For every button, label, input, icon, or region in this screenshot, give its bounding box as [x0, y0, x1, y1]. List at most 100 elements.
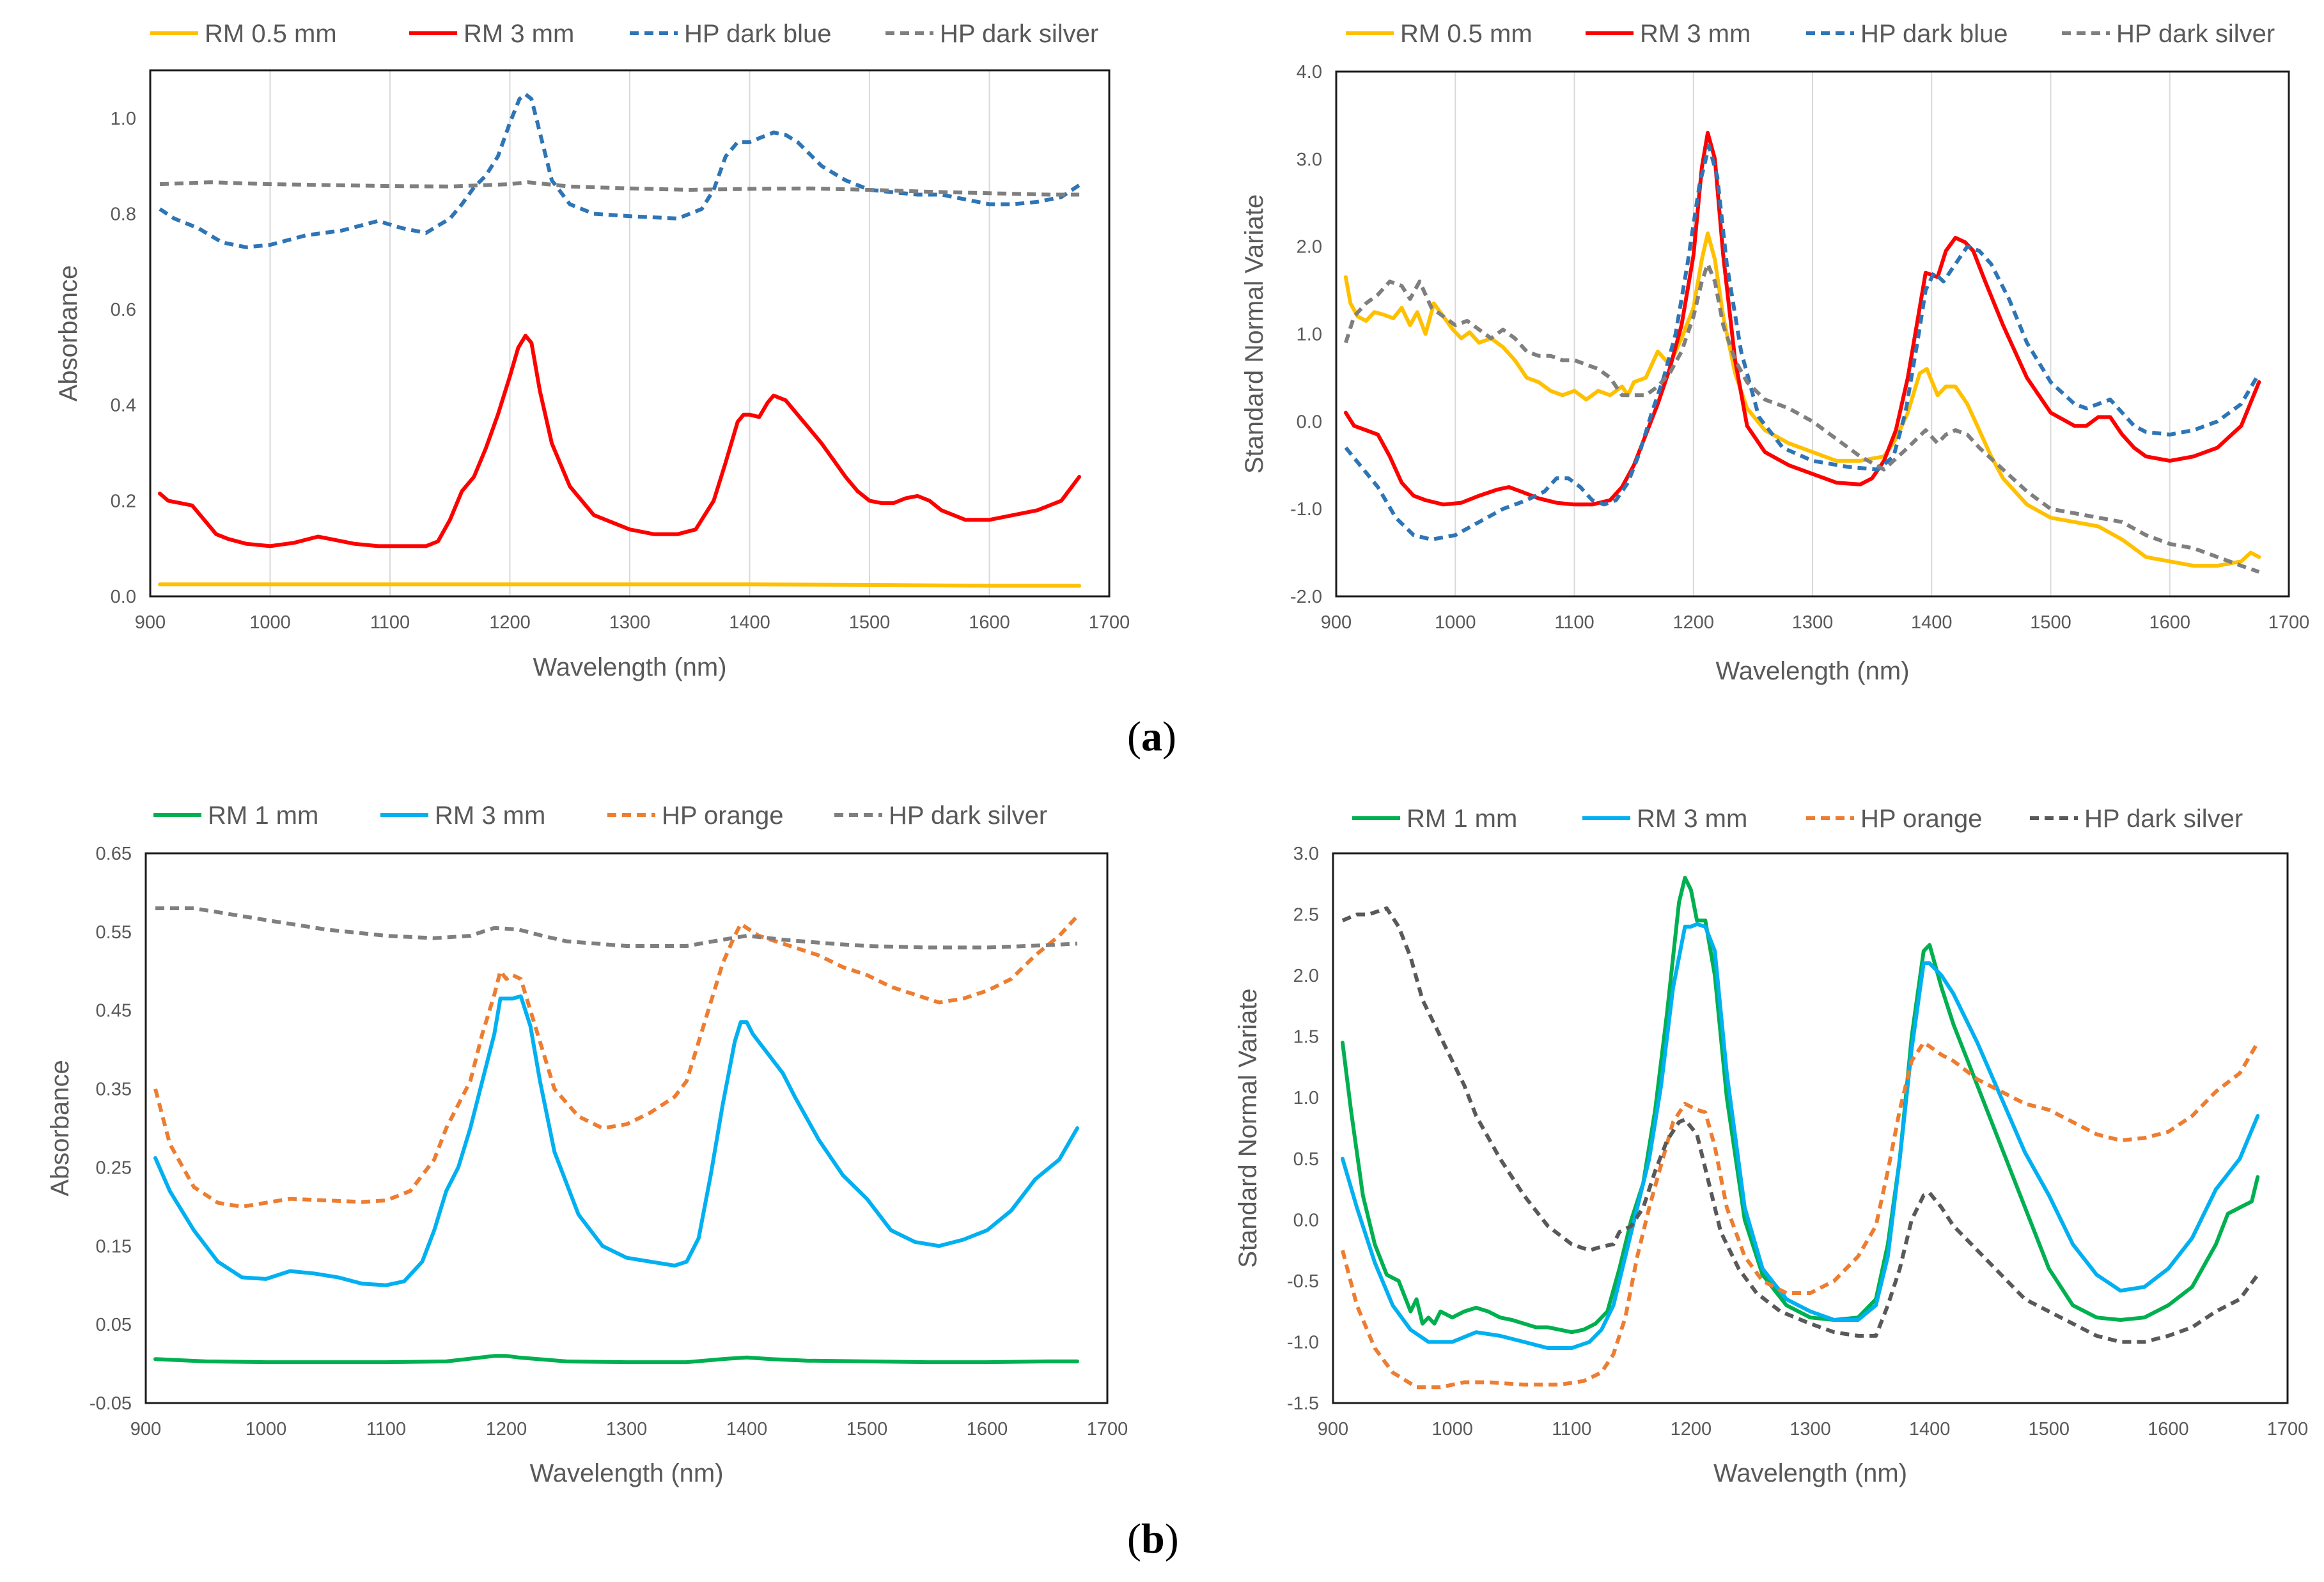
- series-line-1: [1340, 876, 2260, 1335]
- panel-label-a: (a): [1127, 713, 1176, 760]
- y-axis-title: Absorbance: [54, 265, 82, 401]
- y-tick-label: -2.0: [1290, 587, 1322, 607]
- y-tick-label: 0.65: [96, 844, 132, 864]
- x-tick-label: 1300: [609, 612, 651, 633]
- y-tick-label: 2.0: [1293, 966, 1319, 986]
- x-tick-label: 900: [1318, 1419, 1348, 1439]
- chart-panel-a-right: 900 1000 1100 1200 1300 1400 1500 1600 1700 -2.0 -…: [1240, 20, 2309, 685]
- y-tick-label: 0.8: [111, 204, 136, 224]
- series-line-2: [153, 994, 1079, 1287]
- x-tick-label: 1700: [1089, 612, 1130, 633]
- x-tick-label: 1300: [1792, 612, 1834, 633]
- legend-label: RM 0.5 mm: [1400, 20, 1532, 48]
- series-line-4: [155, 906, 1078, 950]
- x-tick-label: 1000: [249, 612, 291, 633]
- series-line-4: [1344, 262, 2260, 574]
- x-tick-label: 1700: [1087, 1419, 1128, 1439]
- y-tick-label: 0.5: [1293, 1149, 1319, 1170]
- x-tick-label: 1600: [2149, 612, 2190, 633]
- y-tick-label: 1.0: [1293, 1088, 1319, 1108]
- x-tick-label: 1200: [1671, 1419, 1712, 1439]
- x-tick-label: 1000: [1435, 612, 1476, 633]
- x-tick-label: 1700: [2267, 1419, 2309, 1439]
- y-axis-title: Absorbance: [46, 1060, 74, 1196]
- x-axis-title: Wavelength (nm): [1715, 657, 1909, 685]
- y-tick-label: -1.0: [1287, 1332, 1319, 1353]
- x-tick-label: 1200: [486, 1419, 527, 1439]
- y-tick-label: 0.0: [1293, 1210, 1319, 1230]
- x-axis-title: Wavelength (nm): [533, 653, 726, 681]
- x-tick-label: 1200: [489, 612, 531, 633]
- plot-frame: [149, 69, 1111, 598]
- x-tick-label: 1000: [246, 1419, 287, 1439]
- legend-label: RM 3 mm: [1640, 20, 1751, 48]
- legend-label: RM 1 mm: [208, 802, 318, 830]
- x-tick-label: 1600: [967, 1419, 1008, 1439]
- x-tick-label: 1100: [370, 612, 410, 633]
- y-tick-label: 2.0: [1297, 237, 1322, 258]
- legend-label: RM 3 mm: [435, 802, 545, 830]
- y-axis-title: Standard Normal Variate: [1234, 988, 1262, 1268]
- x-axis-title: Wavelength (nm): [529, 1459, 723, 1487]
- series-line-1: [158, 582, 1082, 588]
- y-tick-label: 1.5: [1293, 1027, 1319, 1048]
- x-tick-label: 900: [1321, 612, 1352, 633]
- chart-panel-b-left: 900 1000 1100 1200 1300 1400 1500 1600 1700 -0.05…: [46, 802, 1128, 1487]
- x-tick-label: 900: [130, 1419, 161, 1439]
- y-tick-label: 0.0: [111, 587, 136, 607]
- series-line-3: [1340, 1041, 2259, 1390]
- series-line-2: [1343, 130, 2261, 507]
- legend-label: HP dark silver: [940, 20, 1098, 48]
- x-tick-label: 1600: [969, 612, 1010, 633]
- panel-label-b: (b): [1127, 1516, 1179, 1562]
- y-tick-label: 0.4: [111, 396, 136, 416]
- x-tick-label: 1400: [1909, 1419, 1951, 1439]
- y-tick-label: -0.05: [90, 1393, 132, 1414]
- y-tick-label: -1.0: [1290, 499, 1322, 520]
- x-axis-title: Wavelength (nm): [1713, 1459, 1907, 1487]
- y-tick-label: 0.2: [111, 491, 136, 511]
- series-line-3: [159, 92, 1080, 249]
- x-tick-label: 1500: [849, 612, 891, 633]
- x-tick-label: 1200: [1673, 612, 1714, 633]
- y-tick-label: 0.45: [96, 1001, 132, 1021]
- x-tick-label: 1400: [1911, 612, 1953, 633]
- x-tick-label: 1000: [1431, 1419, 1473, 1439]
- series-line-1: [153, 1354, 1079, 1365]
- legend-label: RM 3 mm: [1637, 805, 1747, 833]
- y-tick-label: 0.0: [1297, 412, 1322, 432]
- series-line-2: [158, 334, 1082, 548]
- legend-label: HP dark blue: [684, 20, 832, 48]
- y-tick-label: 3.0: [1293, 844, 1319, 864]
- y-tick-label: 0.6: [111, 300, 136, 320]
- plot-frame: [144, 852, 1109, 1404]
- legend-label: HP orange: [662, 802, 784, 830]
- series-line-2: [1340, 922, 2260, 1350]
- y-tick-label: 1.0: [1297, 325, 1322, 345]
- x-tick-label: 1100: [1554, 612, 1594, 633]
- legend-label: RM 0.5 mm: [205, 20, 337, 48]
- y-tick-label: 4.0: [1297, 62, 1322, 82]
- legend-label: HP dark silver: [889, 802, 1047, 830]
- y-tick-label: 0.25: [96, 1158, 132, 1178]
- x-tick-label: 1500: [2030, 612, 2071, 633]
- x-tick-label: 900: [135, 612, 166, 633]
- series-line-4: [1341, 906, 2259, 1344]
- x-tick-label: 1400: [726, 1419, 768, 1439]
- series-line-3: [153, 915, 1079, 1209]
- chart-panel-b-right: 900 1000 1100 1200 1300 1400 1500 1600 1700 -1.5 -…: [1234, 805, 2308, 1487]
- legend-label: HP dark blue: [1860, 20, 2008, 48]
- y-tick-label: 1.0: [111, 109, 136, 129]
- plot-frame: [1335, 70, 2290, 598]
- legend-label: RM 1 mm: [1407, 805, 1517, 833]
- y-tick-label: 0.55: [96, 922, 132, 943]
- x-tick-label: 1100: [1552, 1419, 1591, 1439]
- plot-frame: [1332, 852, 2289, 1404]
- x-tick-label: 1400: [729, 612, 770, 633]
- y-tick-label: 0.15: [96, 1236, 132, 1257]
- y-tick-label: 0.35: [96, 1080, 132, 1100]
- y-tick-label: -0.5: [1287, 1271, 1319, 1292]
- chart-panel-a-left: 900 1000 1100 1200 1300 1400 1500 1600 1700 0.0 0.…: [54, 20, 1130, 681]
- y-tick-label: 3.0: [1297, 150, 1322, 170]
